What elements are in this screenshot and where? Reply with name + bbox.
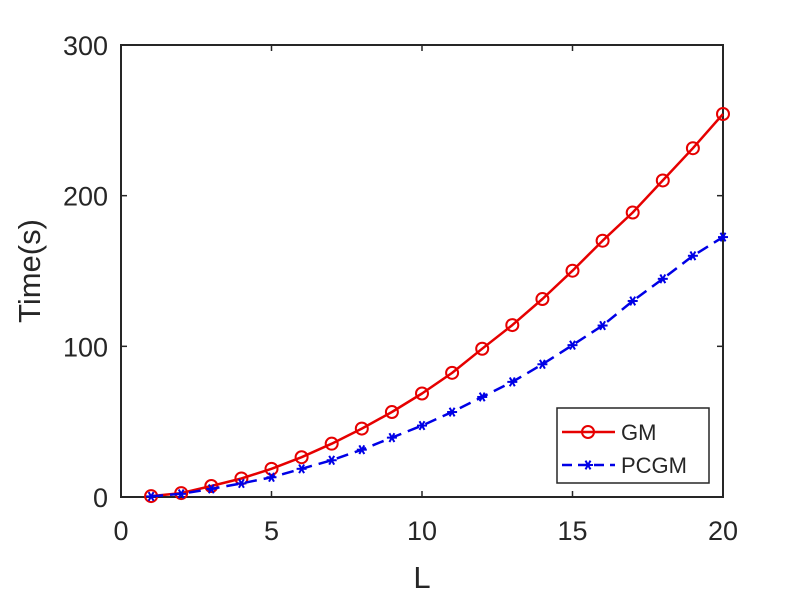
marker-stroke [539,359,546,370]
legend-marker [583,460,593,470]
data-point [324,436,339,451]
data-point [685,141,700,156]
data-point [567,340,578,350]
y-tick-label: 200 [63,182,108,212]
data-point [627,296,638,306]
axis-ticks [120,44,724,498]
data-point [597,320,608,331]
marker-stroke [478,392,486,402]
y-tick-label: 100 [63,332,108,362]
data-point [354,421,369,436]
data-point [206,484,217,494]
marker-stroke [659,274,667,284]
marker-stroke [328,455,336,466]
marker-stroke [388,432,396,443]
data-point [655,173,670,188]
data-point [176,489,187,499]
legend-box [556,407,710,484]
data-point [294,450,309,465]
legend-label: PCGM [621,453,687,478]
data-point [565,263,580,278]
data-point [326,455,337,466]
data-point [447,407,458,417]
data-point [204,479,219,494]
x-tick-label: 10 [407,516,437,546]
legend-item-gm: GM [562,420,656,445]
marker-stroke [238,478,245,489]
data-point [146,491,157,502]
data-point [535,292,550,307]
marker-stroke [689,250,697,261]
data-point [236,478,247,489]
marker-stroke [268,472,275,483]
data-point [475,341,490,356]
data-point [386,432,397,443]
data-point [264,461,279,476]
marker-stroke [177,489,185,499]
y-tick-label: 0 [93,483,108,513]
series-pcgm [146,232,728,502]
data-point [384,405,399,420]
data-point [266,472,277,483]
x-tick-label: 20 [708,516,738,546]
marker-stroke [207,484,215,494]
data-point [687,250,698,261]
marker-stroke [629,296,637,306]
y-tick-label: 300 [63,31,108,61]
legend-marker [581,425,595,439]
marker-stroke [448,407,456,417]
marker-stroke [719,232,727,242]
data-point [356,444,367,455]
data-point [625,205,640,220]
x-tick-label: 15 [557,516,587,546]
data-point [507,377,518,387]
series-line [150,236,724,498]
data-point [445,365,460,380]
data-point [505,318,520,333]
data-point [718,232,728,242]
legend-item-pcgm: PCGM [562,453,687,478]
marker-stroke [147,491,155,502]
legend: GM PCGM [556,407,710,484]
x-tick-label: 0 [113,516,128,546]
data-point [537,359,548,370]
marker-stroke [569,340,576,350]
marker-stroke [584,460,592,470]
x-axis-label: L [413,560,430,595]
data-point [296,463,307,474]
marker-stroke [599,320,606,331]
data-point [595,233,610,248]
data-point [417,420,427,431]
data-point [415,386,429,401]
marker-stroke [358,444,366,455]
marker-stroke [298,463,305,474]
y-axis-label: Time(s) [12,219,47,323]
x-tick-label: 5 [264,516,279,546]
data-point [477,392,488,402]
data-point [716,107,730,122]
marker-stroke [508,377,516,387]
legend-label: GM [621,420,656,445]
data-point [657,274,668,284]
marker-stroke [418,420,426,431]
series-layer [144,107,730,504]
